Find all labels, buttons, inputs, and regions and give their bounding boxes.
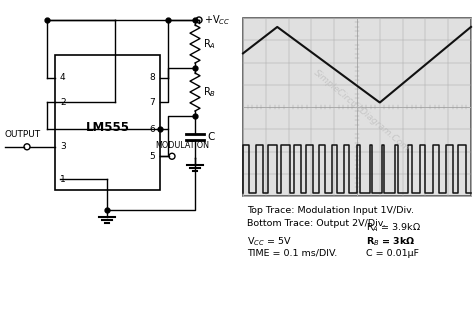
Text: 6: 6	[149, 125, 155, 134]
Text: 1: 1	[60, 175, 66, 184]
Text: C: C	[207, 132, 214, 142]
Text: 3: 3	[60, 142, 66, 151]
Text: R$_B$: R$_B$	[203, 85, 216, 99]
Text: 7: 7	[149, 98, 155, 107]
Text: OUTPUT: OUTPUT	[5, 130, 41, 139]
Text: 4: 4	[60, 74, 65, 82]
Text: SimpleCircuitDiagram.Com: SimpleCircuitDiagram.Com	[312, 68, 411, 153]
Text: 2: 2	[60, 98, 65, 107]
Text: +V$_{CC}$: +V$_{CC}$	[204, 13, 230, 27]
Text: C = 0.01μF: C = 0.01μF	[365, 249, 419, 258]
Text: 5: 5	[149, 152, 155, 161]
Text: TIME = 0.1 ms/DIV.: TIME = 0.1 ms/DIV.	[247, 249, 337, 258]
Text: R$_B$ = 3kΩ: R$_B$ = 3kΩ	[365, 236, 415, 249]
Text: 8: 8	[149, 74, 155, 82]
Text: V$_{CC}$ = 5V: V$_{CC}$ = 5V	[247, 236, 292, 249]
Text: MODULATION: MODULATION	[155, 141, 209, 150]
Bar	[243, 18, 471, 196]
Bar	[55, 55, 160, 190]
Text: Bottom Trace: Output 2V/Div.: Bottom Trace: Output 2V/Div.	[247, 219, 386, 228]
Text: LM555: LM555	[85, 121, 129, 134]
Text: R$_A$ = 3.9kΩ: R$_A$ = 3.9kΩ	[365, 221, 420, 233]
Text: Top Trace: Modulation Input 1V/Div.: Top Trace: Modulation Input 1V/Div.	[247, 206, 414, 215]
Text: R$_A$: R$_A$	[203, 37, 216, 51]
